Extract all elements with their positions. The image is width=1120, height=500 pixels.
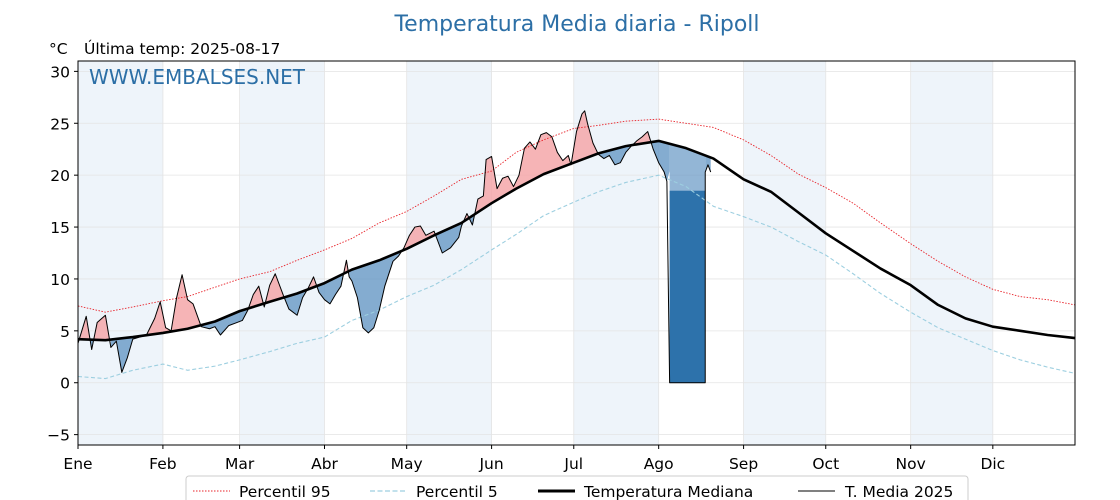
legend-label-year: T. Media 2025: [844, 483, 953, 500]
series-lines: [77, 110, 1076, 384]
series-line-solid-thin: [77, 110, 712, 384]
x-tick-label: Sep: [729, 455, 758, 473]
month-band-May: [406, 61, 492, 445]
last-temp-label: Última temp: 2025-08-17: [84, 39, 280, 58]
y-tick-label: 15: [50, 219, 70, 237]
unit-label: °C: [49, 40, 68, 58]
above-median-fill: [475, 132, 572, 214]
x-tick-label: May: [391, 455, 423, 473]
below-median-fill: [598, 145, 633, 165]
plot-frame: [77, 60, 1076, 446]
month-band-Mar: [239, 61, 325, 445]
x-tick-label: Ene: [63, 455, 92, 473]
below-median-fill: [317, 273, 344, 304]
y-tick-label: 0: [60, 375, 70, 393]
series-line-solid-thick: [77, 139, 1076, 342]
below-median-fill: [435, 221, 465, 253]
x-tick-label: Jul: [563, 455, 583, 473]
x-tick-label: Mar: [225, 455, 255, 473]
y-tick-label: 25: [50, 115, 70, 133]
month-band-Nov: [910, 61, 993, 445]
x-tick-label: Jun: [478, 455, 503, 473]
y-tick-label: −5: [47, 427, 70, 445]
legend-label-median: Temperatura Mediana: [583, 483, 753, 500]
x-tick-label: Abr: [311, 455, 338, 473]
legend: Percentil 95 Percentil 5 Temperatura Med…: [185, 475, 969, 500]
month-band-Ene: [78, 61, 163, 445]
above-median-fill: [402, 226, 436, 251]
below-median-fill: [201, 308, 250, 335]
series-line-dashed: [77, 174, 1076, 380]
above-median-fill: [79, 316, 91, 340]
y-axis: −5 0 5 10 15 20 25 30: [47, 63, 78, 445]
watermark: WWW.EMBALSES.NET: [89, 65, 306, 89]
x-tick-label: Feb: [149, 455, 176, 473]
x-tick-label: Dic: [980, 455, 1005, 473]
x-axis: Ene Feb Mar Abr May Jun Jul Ago Sep Oct Nov Dic: [63, 445, 1005, 473]
above-median-fill: [146, 274, 202, 336]
y-tick-label: 10: [50, 271, 70, 289]
below-median-fill: [651, 140, 670, 182]
x-tick-label: Nov: [896, 455, 926, 473]
legend-label-p5: Percentil 5: [416, 483, 498, 500]
legend-box: [185, 475, 969, 500]
x-tick-label: Oct: [812, 455, 839, 473]
y-tick-label: 5: [60, 323, 70, 341]
deviation-fills: [78, 110, 711, 383]
chart-title: Temperatura Media diaria - Ripoll: [393, 12, 759, 37]
x-tick-label: Ago: [644, 455, 674, 473]
series-line-dotted: [77, 118, 1076, 313]
below-median-fill: [110, 335, 147, 373]
above-median-fill: [265, 273, 285, 304]
y-tick-label: 20: [50, 167, 70, 185]
above-median-fill: [249, 286, 265, 309]
grid-lines: [77, 61, 1075, 445]
legend-label-p95: Percentil 95: [239, 483, 331, 500]
month-bands: [78, 61, 993, 445]
month-band-Sep: [743, 61, 826, 445]
y-tick-label: 30: [50, 63, 70, 81]
gap-block: [669, 190, 706, 383]
